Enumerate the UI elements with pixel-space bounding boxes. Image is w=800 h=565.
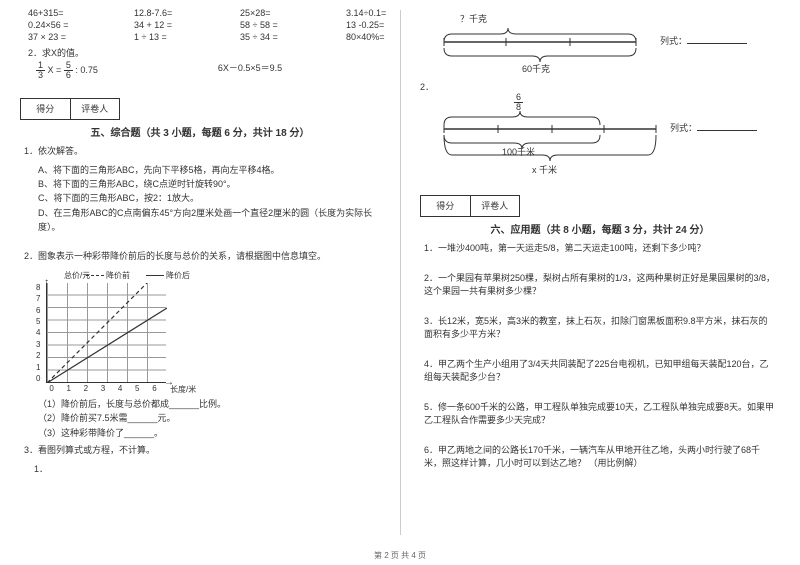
equation-a: 13 X = 56 : 0.75 bbox=[36, 61, 98, 80]
calc-row-3: 37 × 23 = 1 ÷ 13 = 35 ÷ 34 = 80×40%= bbox=[20, 32, 380, 42]
q5-3-idx: 1． bbox=[20, 462, 380, 475]
q5-1a: A、将下面的三角形ABC，先向下平移5格，再向左平移4格。 bbox=[20, 163, 380, 177]
q6-1: 1．一堆沙400吨，第一天运走5/8，第二天运走100吨，还剩下多少吨？ bbox=[424, 242, 776, 256]
line-after bbox=[47, 308, 167, 383]
equation-row: 13 X = 56 : 0.75 6X－0.5×5＝9.5 bbox=[20, 61, 380, 80]
q5-3: 3．看图列算式或方程，不计算。 bbox=[24, 444, 380, 458]
page-footer: 第 2 页 共 4 页 bbox=[0, 550, 800, 561]
score-label: 得分 bbox=[421, 196, 471, 216]
section-6-title: 六、应用题（共 8 小题，每题 3 分，共计 24 分） bbox=[420, 221, 780, 236]
left-column: 46+315= 12.8-7.6= 25×28= 3.14÷0.1= 0.24×… bbox=[0, 0, 400, 565]
calc-cell: 0.24×56 = bbox=[28, 20, 98, 30]
solid-icon bbox=[146, 275, 164, 276]
q5-2a: （1）降价前后，长度与总价都成______比例。 bbox=[20, 397, 380, 411]
q6-6: 6．甲乙两地之间的公路长170千米，一辆汽车从甲地开往乙地，头两小时行驶了68千… bbox=[424, 444, 776, 471]
calc-cell: 58 ÷ 58 = bbox=[240, 20, 310, 30]
chart-lines bbox=[47, 283, 167, 383]
q5-1d: D、在三角形ABC的C点南偏东45°方向2厘米处画一个直径2厘米的圆（长度为实际… bbox=[20, 206, 380, 235]
score-box: 得分 评卷人 bbox=[20, 98, 120, 120]
calc-row-1: 46+315= 12.8-7.6= 25×28= 3.14÷0.1= bbox=[20, 8, 380, 18]
diagram-2: 68 100千米 x 千米 列式： bbox=[440, 97, 780, 177]
right-column: ？千克 60千克 列式： 2． 68 100千米 x 千米 列式： 得分 评卷人… bbox=[400, 0, 800, 565]
calc-cell: 12.8-7.6= bbox=[134, 8, 204, 18]
q5-1c: C、将下面的三角形ABC，按2：1放大。 bbox=[20, 191, 380, 205]
q5-1b: B、将下面的三角形ABC，绕C点逆时针旋转90°。 bbox=[20, 177, 380, 191]
grader-label: 评卷人 bbox=[471, 196, 520, 216]
legend-after: 降价后 bbox=[146, 270, 190, 281]
brace2-svg bbox=[440, 111, 660, 167]
calc-cell: 1 ÷ 13 = bbox=[134, 32, 204, 42]
score-label: 得分 bbox=[21, 99, 71, 119]
chart-legend: 总价/元 降价前 降价后 bbox=[86, 270, 380, 281]
section-5-title: 五、综合题（共 3 小题，每题 6 分，共计 18 分） bbox=[20, 124, 380, 139]
legend-before: 降价前 bbox=[86, 270, 130, 281]
calc-cell: 34 + 12 = bbox=[134, 20, 204, 30]
y-ticks: 012345678 bbox=[36, 283, 40, 383]
x-ticks: 0123456 bbox=[43, 383, 163, 393]
q6-3: 3．长12米，宽5米，高3米的教室，抹上石灰，扣除门窗黑板面积9.8平方米，抹石… bbox=[424, 315, 776, 342]
calc-cell: 25×28= bbox=[240, 8, 310, 18]
q6-2: 2．一个果园有苹果树250棵，梨树占所有果树的1/3，这两种果树正好是果园果树的… bbox=[424, 272, 776, 299]
chart-grid: ↑ → bbox=[46, 283, 166, 383]
solve-x-title: 2．求X的值。 bbox=[20, 46, 380, 59]
d1-full-label: 60千克 bbox=[522, 62, 550, 75]
q5-3-idx2: 2． bbox=[420, 80, 780, 93]
calc-cell: 37 × 23 = bbox=[28, 32, 98, 42]
d1-formula-label: 列式： bbox=[660, 34, 747, 47]
q6-4: 4．甲乙两个生产小组用了3/4天共同装配了225台电视机，已知甲组每天装配120… bbox=[424, 358, 776, 385]
grader-label: 评卷人 bbox=[71, 99, 120, 119]
d2-formula-label: 列式： bbox=[670, 121, 757, 134]
q6-5: 5．修一条600千米的公路，甲工程队单独完成要10天，乙工程队单独完成要8天。如… bbox=[424, 401, 776, 428]
equation-b: 6X－0.5×5＝9.5 bbox=[218, 61, 282, 80]
brace1-svg bbox=[440, 24, 640, 64]
calc-cell: 46+315= bbox=[28, 8, 98, 18]
score-box-2: 得分 评卷人 bbox=[420, 195, 520, 217]
d2-frac: 68 bbox=[514, 93, 523, 112]
q5-2b: （2）降价前买7.5米需______元。 bbox=[20, 411, 380, 425]
q5-1: 1．依次解答。 bbox=[24, 145, 380, 159]
q5-2c: （3）这种彩带降价了______。 bbox=[20, 426, 380, 440]
q5-2: 2．图象表示一种彩带降价前后的长度与总价的关系，请根据图中信息填空。 bbox=[24, 250, 380, 264]
chart-wrap: 012345678 ↑ → 0123456 长度/米 bbox=[46, 283, 380, 393]
d2-var-label: x 千米 bbox=[532, 163, 557, 176]
ylabel-top: 总价/元 bbox=[64, 270, 90, 281]
line-before bbox=[47, 283, 147, 383]
calc-row-2: 0.24×56 = 34 + 12 = 58 ÷ 58 = 13 -0.25= bbox=[20, 20, 380, 30]
chart-block: 总价/元 降价前 降价后 012345678 ↑ → 0123456 bbox=[46, 270, 380, 393]
d2-full-label: 100千米 bbox=[502, 145, 535, 158]
calc-cell: 35 ÷ 34 = bbox=[240, 32, 310, 42]
diagram-1: ？千克 60千克 列式： bbox=[440, 12, 780, 72]
